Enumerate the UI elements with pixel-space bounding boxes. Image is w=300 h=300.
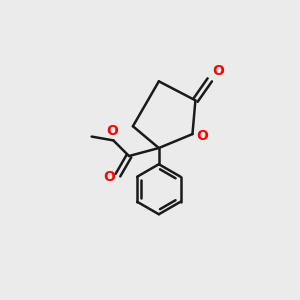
Text: O: O [212, 64, 224, 78]
Text: O: O [196, 129, 208, 142]
Text: O: O [103, 169, 115, 184]
Text: O: O [106, 124, 118, 138]
